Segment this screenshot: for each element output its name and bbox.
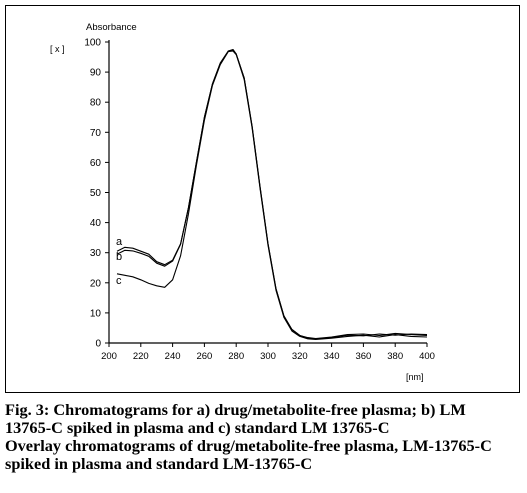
x-tick-label: 380 — [387, 351, 403, 362]
caption-line-1: Fig. 3: Chromatograms for a) drug/metabo… — [5, 400, 466, 419]
caption-line-2: 13765-C spiked in plasma and c) standard… — [5, 418, 390, 437]
x-tick-label: 200 — [101, 351, 117, 362]
chromatogram-chart: 0 10 20 30 40 50 60 70 80 90 100 200 220 240 260 280 300… — [50, 22, 435, 382]
caption-line-4: spiked in plasma and standard LM-13765-C — [5, 454, 313, 473]
y-axis-unit: [ x ] — [50, 44, 65, 54]
y-tick-label: 0 — [95, 339, 101, 350]
series-label-b: b — [116, 251, 122, 263]
x-tick-label: 360 — [355, 351, 371, 362]
x-tick-label: 320 — [292, 351, 308, 362]
caption-line-3: Overlay chromatograms of drug/metabolite… — [5, 436, 492, 455]
y-tick-label: 20 — [90, 278, 102, 289]
y-tick-label: 30 — [90, 248, 102, 259]
x-tick-label: 300 — [260, 351, 276, 362]
x-tick-label: 220 — [133, 351, 149, 362]
x-axis-unit: [nm] — [406, 372, 424, 382]
x-tick-label: 400 — [419, 351, 435, 362]
y-tick-label: 50 — [90, 188, 102, 199]
y-tick-label: 100 — [84, 38, 101, 49]
figure-frame: 0 10 20 30 40 50 60 70 80 90 100 200 220 240 260 280 300… — [5, 5, 520, 393]
y-axis-title: Absorbance — [86, 22, 137, 33]
x-tick-label: 280 — [228, 351, 244, 362]
y-tick-label: 40 — [90, 218, 102, 229]
figure-caption: Fig. 3: Chromatograms for a) drug/metabo… — [5, 401, 525, 473]
x-tick-label: 240 — [165, 351, 181, 362]
series-line-b — [116, 49, 428, 340]
series-line-c — [116, 50, 428, 340]
y-tick-label: 10 — [90, 308, 102, 319]
series-label-c: c — [116, 275, 122, 287]
series-line-a — [116, 48, 428, 340]
y-tick-label: 80 — [90, 98, 102, 109]
series-label-a: a — [116, 236, 123, 248]
x-tick-label: 260 — [196, 351, 212, 362]
y-tick-label: 90 — [90, 68, 102, 79]
y-tick-label: 60 — [90, 158, 102, 169]
y-tick-label: 70 — [90, 128, 102, 139]
x-tick-label: 340 — [324, 351, 340, 362]
